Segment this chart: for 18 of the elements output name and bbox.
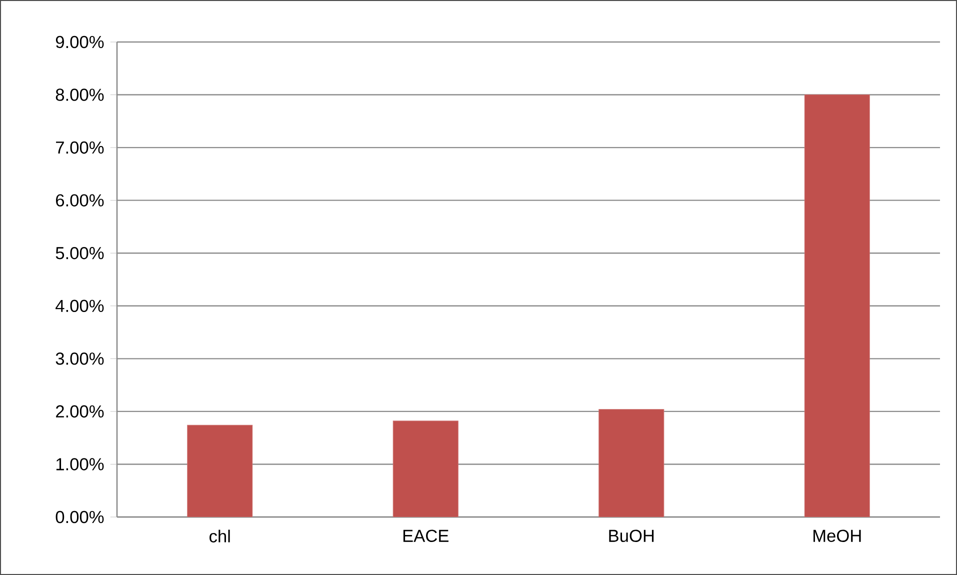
y-tick-label: 8.00% [56,88,104,101]
bar [187,424,253,518]
y-tick-label: 7.00% [56,141,104,154]
y-tick-label: 6.00% [56,194,104,206]
bar [804,94,870,518]
x-tick-label: EACE [403,530,448,542]
x-tick-label: chl [210,530,230,542]
x-tick-label: MeOH [814,530,861,542]
x-tick-label: BuOH [609,530,654,542]
bar [598,409,664,518]
y-tick-label: 9.00% [56,36,104,48]
y-tick-label: 3.00% [56,352,104,365]
y-tick-label: 1.00% [56,458,104,470]
y-tick-label: 4.00% [56,300,104,312]
y-tick-label: 5.00% [56,246,104,260]
y-tick-label: 2.00% [56,405,104,418]
y-tick-label: 0.00% [56,510,104,524]
bar [392,420,458,518]
